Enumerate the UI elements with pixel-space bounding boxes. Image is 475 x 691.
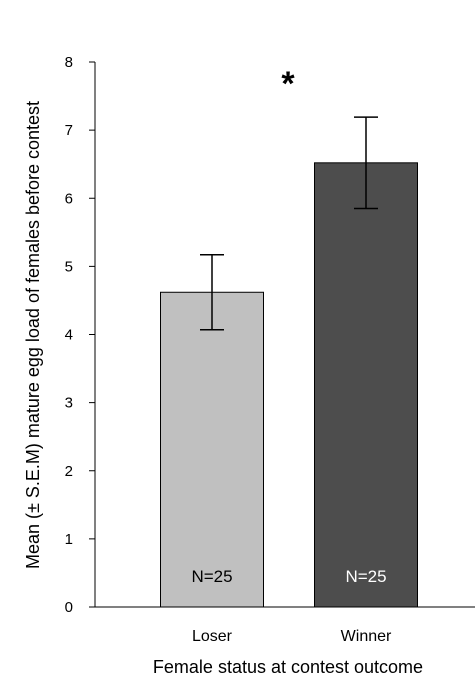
y-axis-title: Mean (± S.E.M) mature egg load of female… (23, 101, 43, 569)
x-axis-title: Female status at contest outcome (153, 657, 423, 677)
axes: 0 1 2 3 4 5 6 7 8 (65, 54, 475, 616)
y-tick-label: 7 (65, 122, 73, 139)
y-tick-label: 1 (65, 531, 73, 548)
significance-marker: * (281, 65, 295, 103)
y-tick-label: 2 (65, 463, 73, 480)
y-tick-label: 3 (65, 395, 73, 412)
y-tick-label: 8 (65, 54, 73, 71)
bar-winner (314, 162, 418, 608)
y-tick-label: 0 (65, 599, 73, 616)
y-tick-label: 5 (65, 258, 73, 275)
x-tick-label: Loser (192, 628, 233, 645)
bar-loser (160, 291, 264, 608)
bars (160, 162, 418, 608)
sample-size-label: N=25 (345, 567, 386, 586)
error-bars (200, 116, 378, 331)
y-tick-label: 6 (65, 190, 73, 207)
labels: N=25 Loser N=25 Winner (191, 567, 392, 645)
y-tick-label: 4 (65, 327, 73, 344)
sample-size-label: N=25 (191, 567, 232, 586)
x-tick-label: Winner (341, 628, 392, 645)
